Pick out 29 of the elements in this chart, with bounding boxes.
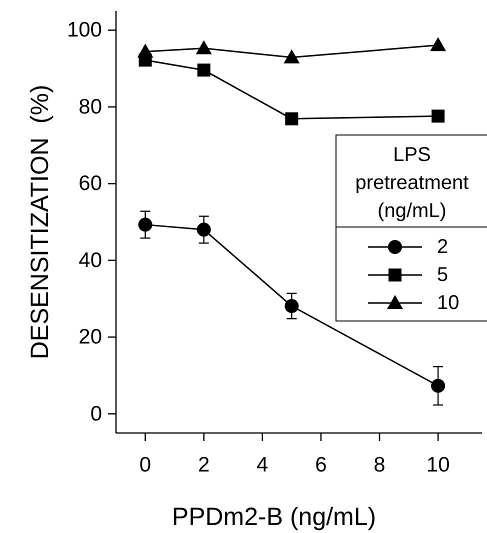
- x-tick-label: 4: [256, 454, 269, 476]
- x-tick-label: 10: [426, 454, 450, 476]
- x-tick-label: 8: [374, 454, 386, 476]
- y-tick-label: 0: [90, 402, 102, 426]
- x-tick-label: 2: [198, 454, 210, 476]
- point: [138, 218, 152, 232]
- point: [284, 299, 299, 314]
- legend-label: 5: [437, 264, 448, 286]
- point: [196, 40, 212, 54]
- y-tick-label: 40: [78, 248, 102, 272]
- point: [285, 112, 298, 126]
- y-tick-label: 60: [78, 172, 102, 196]
- x-tick-label: 6: [315, 454, 327, 476]
- y-tick-label: 80: [78, 95, 102, 118]
- point: [431, 378, 446, 393]
- legend-label: 10: [437, 292, 460, 314]
- x-tick-label: 0: [139, 454, 152, 476]
- y-tick-label: 20: [78, 326, 102, 349]
- point: [197, 64, 210, 77]
- point: [432, 110, 445, 123]
- legend-label: 2: [437, 236, 448, 258]
- point: [284, 49, 300, 64]
- y-axis-title: DESENSITIZATION (%): [26, 84, 54, 360]
- x-axis-title: PPDm2-B (ng/mL): [172, 503, 376, 531]
- point: [196, 222, 211, 237]
- legend-title: LPS pretreatment (ng/mL): [355, 144, 470, 222]
- y-tick-label: 100: [66, 18, 102, 42]
- point: [137, 44, 154, 58]
- point: [430, 37, 446, 52]
